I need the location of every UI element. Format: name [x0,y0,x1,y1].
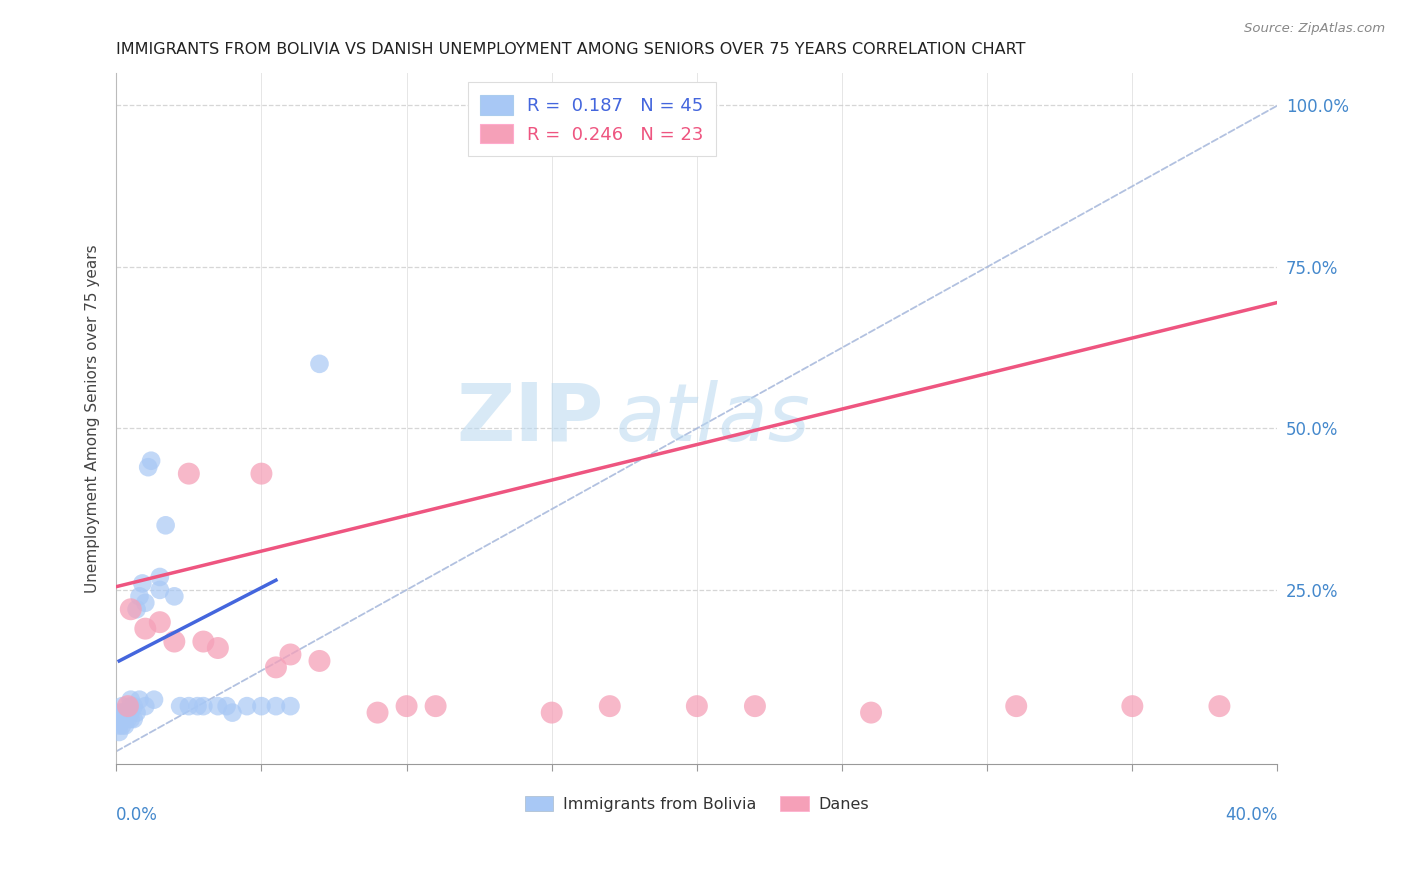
Text: atlas: atlas [616,380,810,458]
Text: ZIP: ZIP [457,380,605,458]
Point [264,699,287,714]
Point [264,660,287,674]
Point [114,718,136,732]
Point [367,706,389,720]
Point [155,518,177,533]
Point [120,699,142,714]
Point [215,699,238,714]
Legend: Immigrants from Bolivia, Danes: Immigrants from Bolivia, Danes [519,789,876,819]
Point [744,699,766,714]
Point [1005,699,1028,714]
Point [599,699,621,714]
Point [134,596,156,610]
Point [111,699,134,714]
Point [149,615,172,630]
Point [193,634,215,648]
Point [250,699,273,714]
Point [207,699,229,714]
Point [139,453,162,467]
Point [163,634,186,648]
Text: 0.0%: 0.0% [117,805,157,823]
Point [250,467,273,481]
Point [108,725,131,739]
Text: 40.0%: 40.0% [1225,805,1278,823]
Point [117,712,139,726]
Text: Source: ZipAtlas.com: Source: ZipAtlas.com [1244,22,1385,36]
Point [540,706,562,720]
Point [308,357,330,371]
Point [131,576,153,591]
Point [122,712,145,726]
Point [117,706,139,720]
Point [177,699,200,714]
Text: IMMIGRANTS FROM BOLIVIA VS DANISH UNEMPLOYMENT AMONG SENIORS OVER 75 YEARS CORRE: IMMIGRANTS FROM BOLIVIA VS DANISH UNEMPL… [117,42,1026,57]
Point [111,718,134,732]
Point [120,712,142,726]
Point [425,699,447,714]
Point [125,602,148,616]
Point [280,699,302,714]
Point [143,692,166,706]
Point [117,699,139,714]
Point [163,590,186,604]
Point [280,648,302,662]
Point [125,706,148,720]
Point [120,602,142,616]
Point [169,699,191,714]
Point [134,699,156,714]
Point [114,712,136,726]
Y-axis label: Unemployment Among Seniors over 75 years: Unemployment Among Seniors over 75 years [86,244,100,593]
Point [120,706,142,720]
Point [1208,699,1230,714]
Point [308,654,330,668]
Point [122,699,145,714]
Point [108,718,131,732]
Point [108,712,131,726]
Point [108,706,131,720]
Point [111,706,134,720]
Point [860,706,883,720]
Point [134,622,156,636]
Point [128,692,150,706]
Point [128,590,150,604]
Point [136,460,159,475]
Point [193,699,215,714]
Point [149,582,172,597]
Point [120,692,142,706]
Point [207,640,229,655]
Point [111,712,134,726]
Point [1121,699,1143,714]
Point [149,570,172,584]
Point [236,699,259,714]
Point [395,699,418,714]
Point [177,467,200,481]
Point [114,706,136,720]
Point [686,699,709,714]
Point [221,706,243,720]
Point [187,699,209,714]
